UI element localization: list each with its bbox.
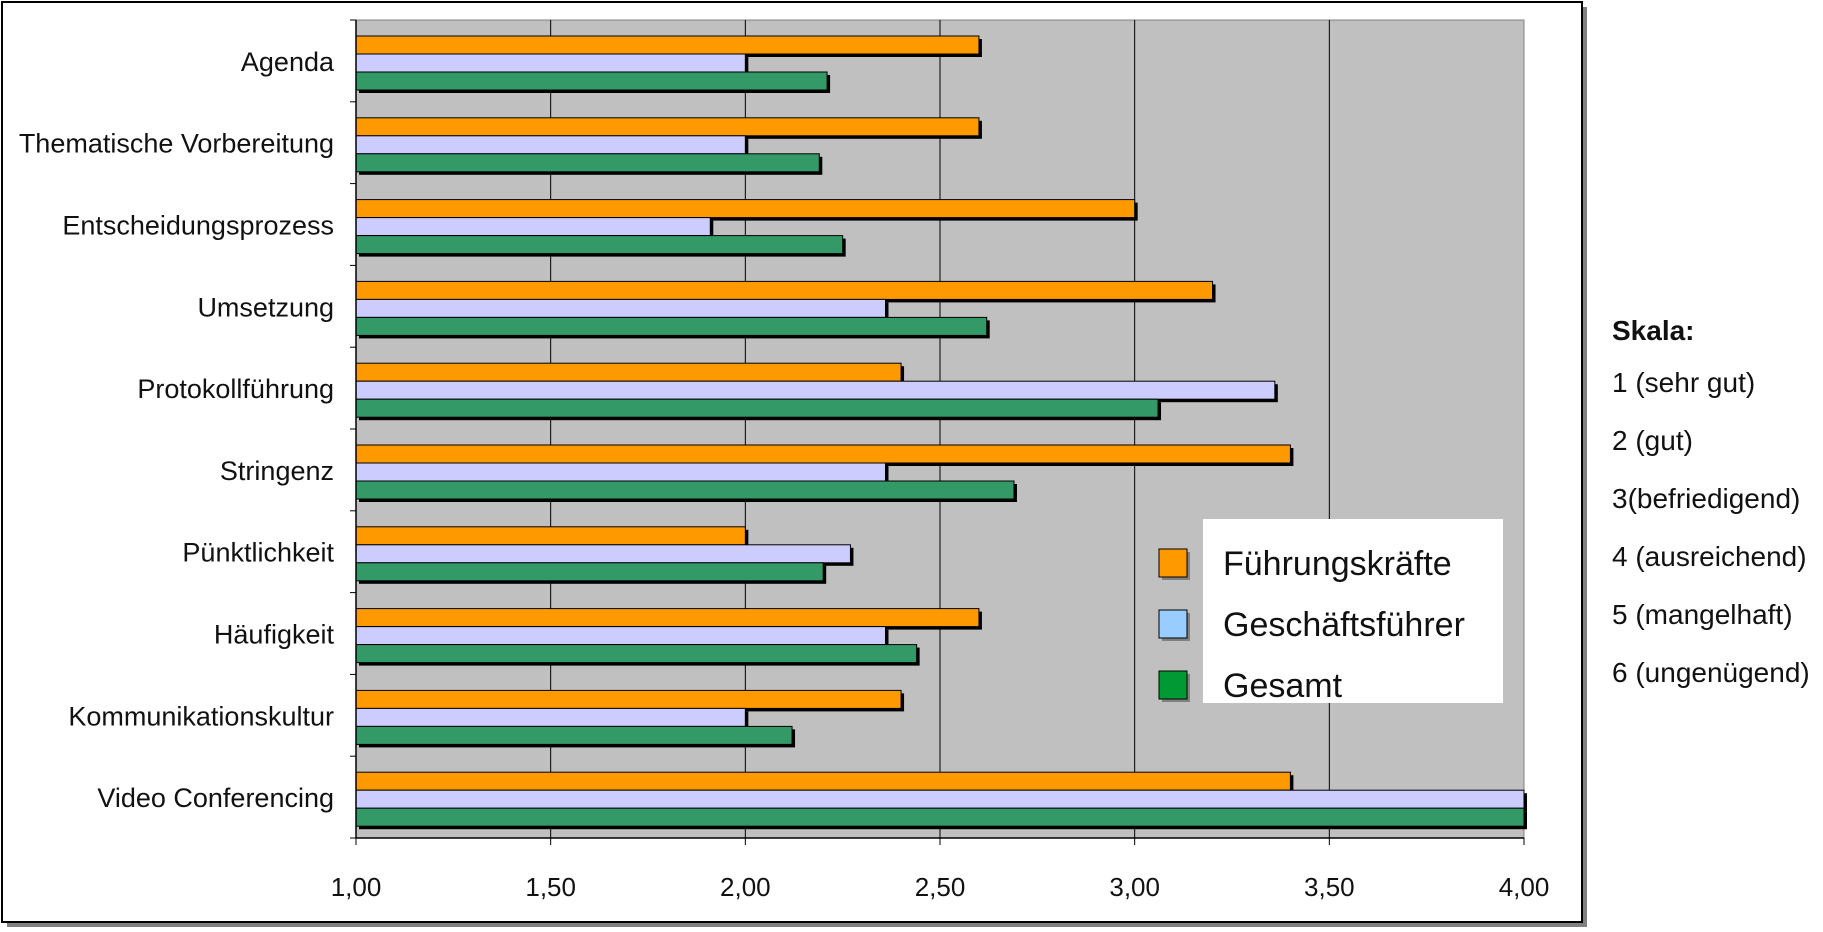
category-label: Pünktlichkeit — [182, 538, 334, 568]
x-tick-label: 2,00 — [720, 872, 771, 902]
scale-title-text: Skala — [1612, 315, 1686, 346]
y-axis: Agenda Thematische Vorbereitung Entscheidu… — [19, 19, 357, 839]
bar-3-1 — [355, 71, 828, 91]
legend-label-2: Geschäftsführer — [1223, 606, 1465, 644]
bar-1-7 — [355, 526, 746, 546]
legend-label-3: Gesamt — [1223, 667, 1343, 705]
bar-1-10 — [355, 771, 1291, 791]
legend-swatch-3 — [1158, 670, 1188, 700]
bar-2-3 — [355, 217, 711, 237]
category-label: Agenda — [241, 47, 335, 77]
bar-2-1 — [355, 53, 746, 73]
scale-item-2: 2 (gut) — [1612, 425, 1693, 456]
category-label: Häufigkeit — [214, 620, 335, 650]
bar-3-6 — [355, 480, 1015, 500]
bar-3-4 — [355, 316, 988, 336]
x-tick-label: 1,00 — [331, 872, 382, 902]
bar-3-8 — [355, 644, 918, 664]
scale-item-3: 3(befriedigend) — [1612, 483, 1801, 514]
x-axis: 1,00 1,50 2,00 2,50 3,00 3,50 4,00 — [331, 837, 1550, 902]
bar-1-1 — [355, 35, 980, 55]
bar-3-10 — [355, 807, 1525, 827]
scale-box: Skala: 1 (sehr gut) 2 (gut) 3(befriedige… — [1612, 315, 1817, 715]
bar-2-10 — [355, 789, 1525, 809]
legend-swatch-2 — [1158, 609, 1188, 639]
category-label: Entscheidungsprozess — [62, 211, 334, 241]
scale-item-4: 4 (ausreichend) — [1612, 541, 1807, 572]
scale-item-5: 5 (mangelhaft) — [1612, 599, 1793, 630]
bar-1-4 — [355, 280, 1214, 300]
x-tick-label: 2,50 — [915, 872, 966, 902]
bar-2-4 — [355, 298, 886, 318]
category-label: Kommunikationskultur — [68, 701, 334, 731]
legend-swatch-1 — [1158, 548, 1188, 578]
bar-1-2 — [355, 117, 980, 137]
bar-1-6 — [355, 444, 1291, 464]
category-label: Video Conferencing — [97, 783, 334, 813]
legend-box — [1203, 519, 1503, 703]
bar-2-9 — [355, 707, 746, 727]
bar-3-3 — [355, 235, 844, 255]
bar-2-6 — [355, 462, 886, 482]
legend-label-1: Führungskräfte — [1223, 545, 1452, 583]
bar-3-5 — [355, 398, 1159, 418]
bar-2-2 — [355, 135, 746, 155]
bar-1-3 — [355, 199, 1136, 219]
x-tick-label: 3,50 — [1304, 872, 1355, 902]
x-tick-label: 4,00 — [1499, 872, 1550, 902]
bar-1-5 — [355, 362, 902, 382]
bar-2-7 — [355, 544, 851, 564]
bar-3-2 — [355, 153, 820, 173]
x-tick-label: 3,00 — [1109, 872, 1160, 902]
bar-2-5 — [355, 380, 1276, 400]
scale-title: Skala: — [1612, 315, 1695, 346]
scale-item-6: 6 (ungenügend) — [1612, 657, 1810, 688]
x-tick-label: 1,50 — [525, 872, 576, 902]
bar-3-9 — [355, 725, 793, 745]
bar-2-8 — [355, 626, 886, 646]
bar-chart: Agenda Thematische Vorbereitung Entscheidu… — [1, 1, 1587, 927]
legend: Führungskräfte Geschäftsführer Gesamt — [1158, 519, 1503, 705]
category-label: Protokollführung — [137, 374, 334, 404]
bar-3-7 — [355, 562, 824, 582]
category-label: Umsetzung — [197, 292, 334, 322]
category-label: Stringenz — [220, 456, 334, 486]
bar-1-8 — [355, 608, 980, 628]
bars — [355, 35, 1527, 830]
bar-1-9 — [355, 689, 902, 709]
scale-item-1: 1 (sehr gut) — [1612, 367, 1756, 398]
category-label: Thematische Vorbereitung — [19, 129, 334, 159]
